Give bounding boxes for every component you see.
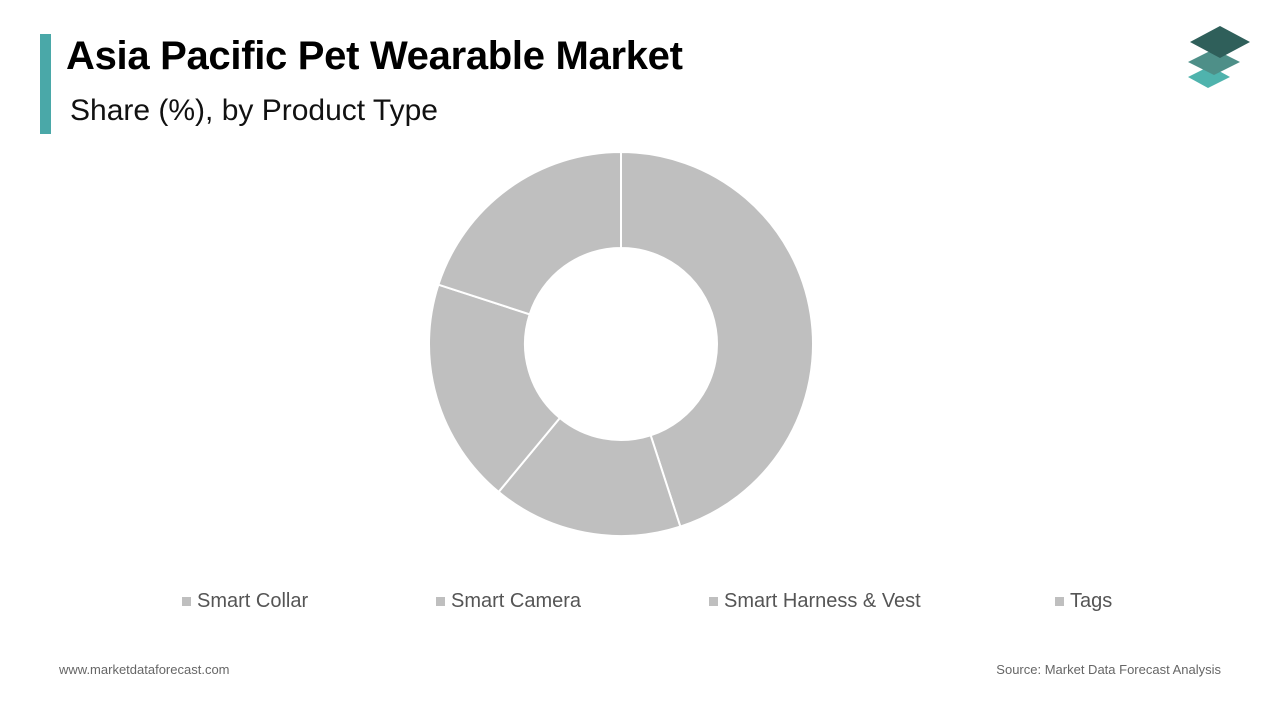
chart-legend: Smart Collar Smart Camera Smart Harness & … <box>0 590 1280 618</box>
donut-slice-smart-camera <box>497 416 682 537</box>
logo-layer-middle <box>1188 49 1240 75</box>
donut-slice-tags <box>437 150 622 316</box>
legend-label: Smart Collar <box>197 590 309 612</box>
donut-slice-smart-collar <box>620 150 814 528</box>
legend-item-smart-collar: Smart Collar <box>182 590 308 613</box>
source-note: Source: Market Data Forecast Analysis <box>996 662 1221 677</box>
chart-subtitle: Share (%), by Product Type <box>70 94 438 127</box>
logo-layer-top <box>1190 26 1250 58</box>
website-url: www.marketdataforecast.com <box>59 662 230 677</box>
stacked-layers-logo-icon <box>1188 26 1250 88</box>
legend-item-tags: Tags <box>1055 590 1112 613</box>
legend-item-smart-harness-vest: Smart Harness & Vest <box>709 590 921 613</box>
title-accent-bar <box>40 34 51 134</box>
legend-swatch <box>182 597 191 606</box>
legend-label: Smart Camera <box>451 590 582 612</box>
legend-label: Smart Harness & Vest <box>724 590 921 612</box>
legend-label: Tags <box>1070 590 1113 612</box>
legend-swatch <box>436 597 445 606</box>
chart-title: Asia Pacific Pet Wearable Market <box>66 34 683 78</box>
legend-swatch <box>709 597 718 606</box>
donut-slice-smart-harness-vest <box>428 283 562 494</box>
legend-item-smart-camera: Smart Camera <box>436 590 581 613</box>
legend-swatch <box>1055 597 1064 606</box>
